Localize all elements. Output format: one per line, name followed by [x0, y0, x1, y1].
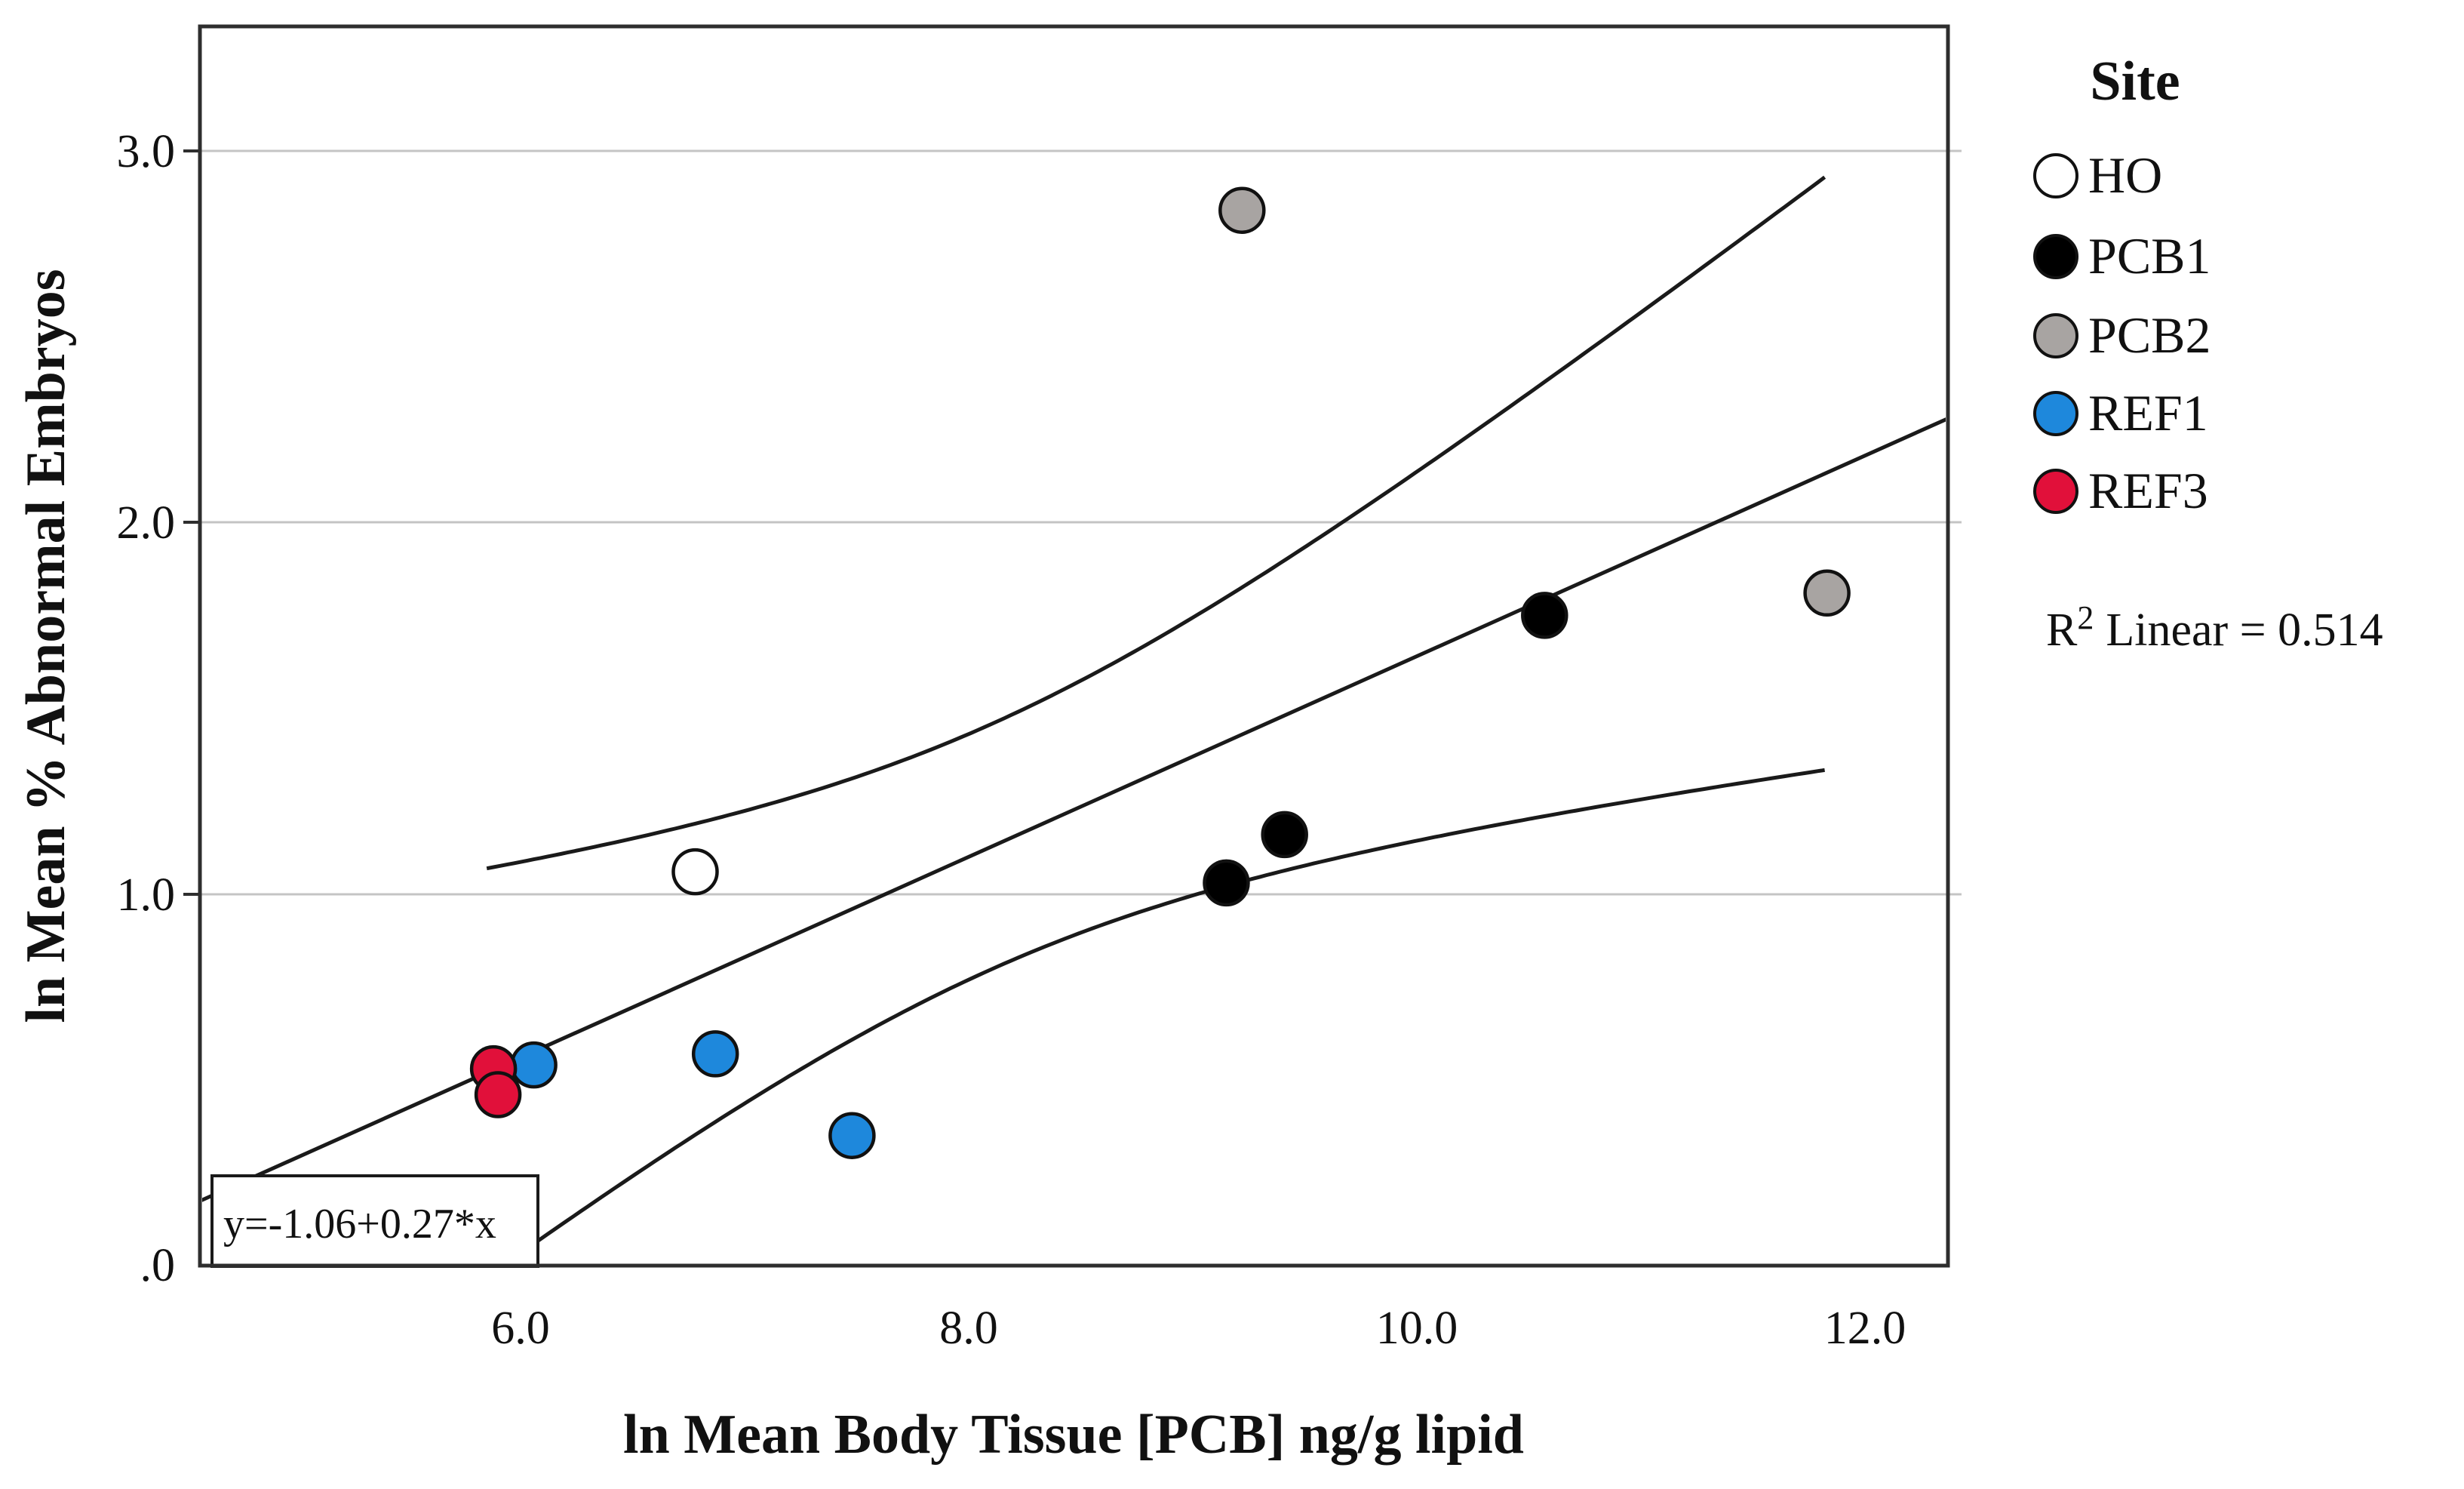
- data-point-PCB1: [1203, 859, 1250, 907]
- legend-swatch-ho: [2033, 153, 2078, 198]
- x-tick-label-12: 12.0: [1824, 1303, 1906, 1354]
- r-squared-annotation: R2 Linear = 0.514: [2046, 599, 2383, 656]
- ci-upper-curve: [486, 175, 1826, 871]
- legend-label-pcb1: PCB1: [2088, 227, 2211, 285]
- x-tick-label-8: 8.0: [939, 1303, 998, 1354]
- data-point-PCB1: [1261, 811, 1308, 859]
- legend-label-ref1: REF1: [2088, 384, 2208, 441]
- equation-text: y=-1.06+0.27*x: [223, 1201, 496, 1247]
- legend-swatch-ref1: [2033, 391, 2078, 436]
- y-tick-label-1: 1.0: [117, 869, 176, 921]
- data-point-REF1: [691, 1030, 739, 1078]
- ci-lower-curve: [502, 768, 1825, 1263]
- legend-label-pcb2: PCB2: [2088, 306, 2211, 364]
- legend-swatch-pcb1: [2033, 234, 2078, 279]
- equation-box-frame: [210, 1174, 539, 1268]
- legend-title: Site: [2090, 51, 2180, 112]
- data-point-HO: [671, 848, 719, 896]
- x-tick-label-10: 10.0: [1376, 1303, 1458, 1354]
- y-axis-ticks: [183, 149, 201, 896]
- legend: Site HO PCB1 PCB2 REF1 REF3: [2033, 51, 2211, 519]
- r2-superscript: 2: [2077, 599, 2094, 636]
- x-axis-title: ln Mean Body Tissue [PCB] ng/g lipid: [623, 1404, 1524, 1466]
- gridlines: [200, 149, 1962, 896]
- r2-prefix: R: [2046, 605, 2078, 656]
- data-point-REF1: [510, 1041, 558, 1089]
- legend-label-ho: HO: [2088, 146, 2162, 204]
- legend-swatch-ref3: [2033, 469, 2078, 514]
- plot-border: [198, 24, 1950, 1268]
- data-point-PCB2: [1803, 569, 1851, 617]
- legend-label-ref3: REF3: [2088, 462, 2208, 519]
- y-tick-label-0: .0: [140, 1240, 176, 1291]
- legend-swatch-pcb2: [2033, 313, 2078, 358]
- data-point-PCB1: [1521, 592, 1568, 639]
- data-point-REF1: [828, 1112, 876, 1159]
- y-tick-label-3: 3.0: [117, 126, 176, 177]
- data-points-layer: [469, 186, 1851, 1159]
- x-tick-label-6: 6.0: [491, 1303, 550, 1354]
- data-point-REF3: [474, 1071, 522, 1118]
- equation-box: y=-1.06+0.27*x: [210, 1174, 539, 1268]
- y-tick-label-2: 2.0: [117, 497, 176, 549]
- data-point-PCB2: [1218, 186, 1266, 234]
- r2-rest: Linear = 0.514: [2106, 605, 2383, 656]
- y-axis-title: ln Mean % Abnormal Embryos: [15, 269, 77, 1023]
